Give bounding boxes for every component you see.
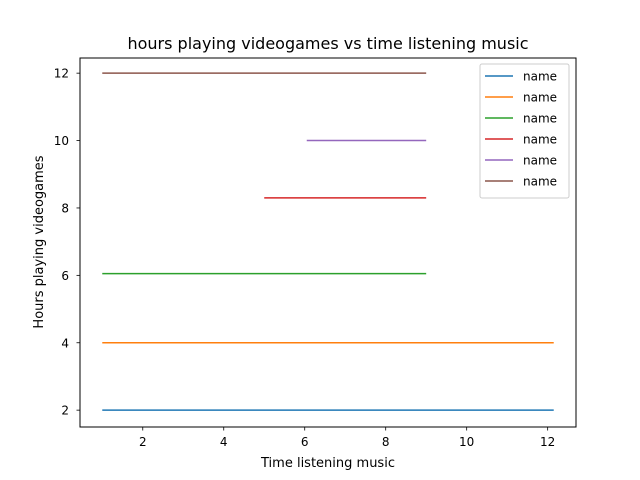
legend-label-1: name <box>523 70 557 84</box>
plot-frame <box>79 57 577 428</box>
x-tick-label: 2 <box>139 435 147 449</box>
legend-label-3: name <box>523 112 557 126</box>
x-tick-label: 4 <box>220 435 228 449</box>
y-tick-label: 8 <box>61 201 69 215</box>
legend: name name name name name name <box>479 63 570 199</box>
x-tick-label: 6 <box>301 435 309 449</box>
plot-area <box>102 72 554 411</box>
y-tick-label: 12 <box>54 67 69 81</box>
y-axis-label: Hours playing videogames <box>32 155 47 328</box>
legend-label-5: name <box>523 154 557 168</box>
legend-label-4: name <box>523 133 557 147</box>
x-tick-label: 8 <box>382 435 390 449</box>
legend-label-6: name <box>523 175 557 189</box>
y-tick-label: 4 <box>61 336 69 350</box>
chart-title: hours playing videogames vs time listeni… <box>127 34 528 53</box>
y-tick-label: 6 <box>61 269 69 283</box>
x-tick-label: 10 <box>459 435 474 449</box>
legend-label-2: name <box>523 91 557 105</box>
y-tick-label: 10 <box>54 134 69 148</box>
y-tick-label: 2 <box>61 404 69 418</box>
x-axis-label: Time listening music <box>260 456 395 471</box>
x-tick-label: 12 <box>540 435 555 449</box>
